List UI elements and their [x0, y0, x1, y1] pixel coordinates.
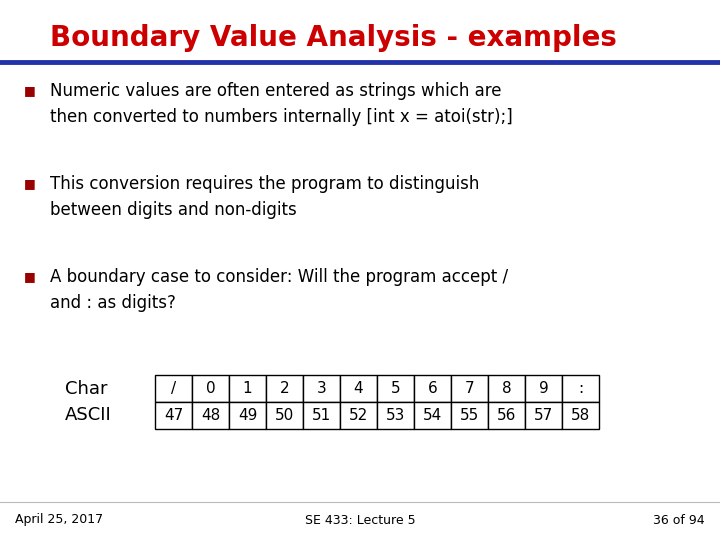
Bar: [340, 402, 377, 429]
Text: 58: 58: [571, 408, 590, 423]
Bar: [340, 375, 377, 402]
Bar: [562, 375, 599, 402]
Text: 51: 51: [312, 408, 331, 423]
Bar: [303, 375, 340, 402]
Text: 50: 50: [275, 408, 294, 423]
Text: 5: 5: [391, 381, 400, 396]
Text: Char: Char: [65, 380, 107, 397]
Text: A boundary case to consider: Will the program accept /
and : as digits?: A boundary case to consider: Will the pr…: [50, 268, 508, 312]
Text: This conversion requires the program to distinguish
between digits and non-digit: This conversion requires the program to …: [50, 175, 480, 219]
Text: 47: 47: [164, 408, 183, 423]
Bar: [377, 375, 414, 402]
Bar: [414, 375, 451, 402]
Bar: [488, 375, 525, 402]
Text: 7: 7: [464, 381, 474, 396]
Bar: [229, 375, 266, 402]
Text: ■: ■: [24, 84, 36, 97]
Text: /: /: [171, 381, 176, 396]
Text: 2: 2: [279, 381, 289, 396]
Bar: [192, 402, 229, 429]
Bar: [229, 402, 266, 429]
Text: 53: 53: [386, 408, 405, 423]
Text: Numeric values are often entered as strings which are
then converted to numbers : Numeric values are often entered as stri…: [50, 82, 513, 126]
Text: 4: 4: [354, 381, 364, 396]
Bar: [488, 402, 525, 429]
Bar: [525, 375, 562, 402]
Text: SE 433: Lecture 5: SE 433: Lecture 5: [305, 514, 415, 526]
Text: 56: 56: [497, 408, 516, 423]
Bar: [377, 402, 414, 429]
Text: 3: 3: [317, 381, 326, 396]
Text: Boundary Value Analysis - examples: Boundary Value Analysis - examples: [50, 24, 617, 52]
Text: 52: 52: [349, 408, 368, 423]
Text: 48: 48: [201, 408, 220, 423]
Text: 49: 49: [238, 408, 257, 423]
Bar: [266, 375, 303, 402]
Text: 36 of 94: 36 of 94: [653, 514, 705, 526]
Bar: [451, 402, 488, 429]
Bar: [266, 402, 303, 429]
Text: 54: 54: [423, 408, 442, 423]
Text: 1: 1: [243, 381, 252, 396]
Text: April 25, 2017: April 25, 2017: [15, 514, 103, 526]
Bar: [525, 402, 562, 429]
Bar: [192, 375, 229, 402]
Bar: [155, 375, 192, 402]
Bar: [155, 402, 192, 429]
Text: 0: 0: [206, 381, 215, 396]
Text: 6: 6: [428, 381, 437, 396]
Text: ASCII: ASCII: [65, 407, 112, 424]
Text: :: :: [578, 381, 583, 396]
Text: ■: ■: [24, 177, 36, 190]
Text: 57: 57: [534, 408, 553, 423]
Text: 55: 55: [460, 408, 479, 423]
Text: ■: ■: [24, 270, 36, 283]
Text: 9: 9: [539, 381, 549, 396]
Bar: [414, 402, 451, 429]
Text: 8: 8: [502, 381, 511, 396]
Bar: [303, 402, 340, 429]
Bar: [451, 375, 488, 402]
Bar: [562, 402, 599, 429]
